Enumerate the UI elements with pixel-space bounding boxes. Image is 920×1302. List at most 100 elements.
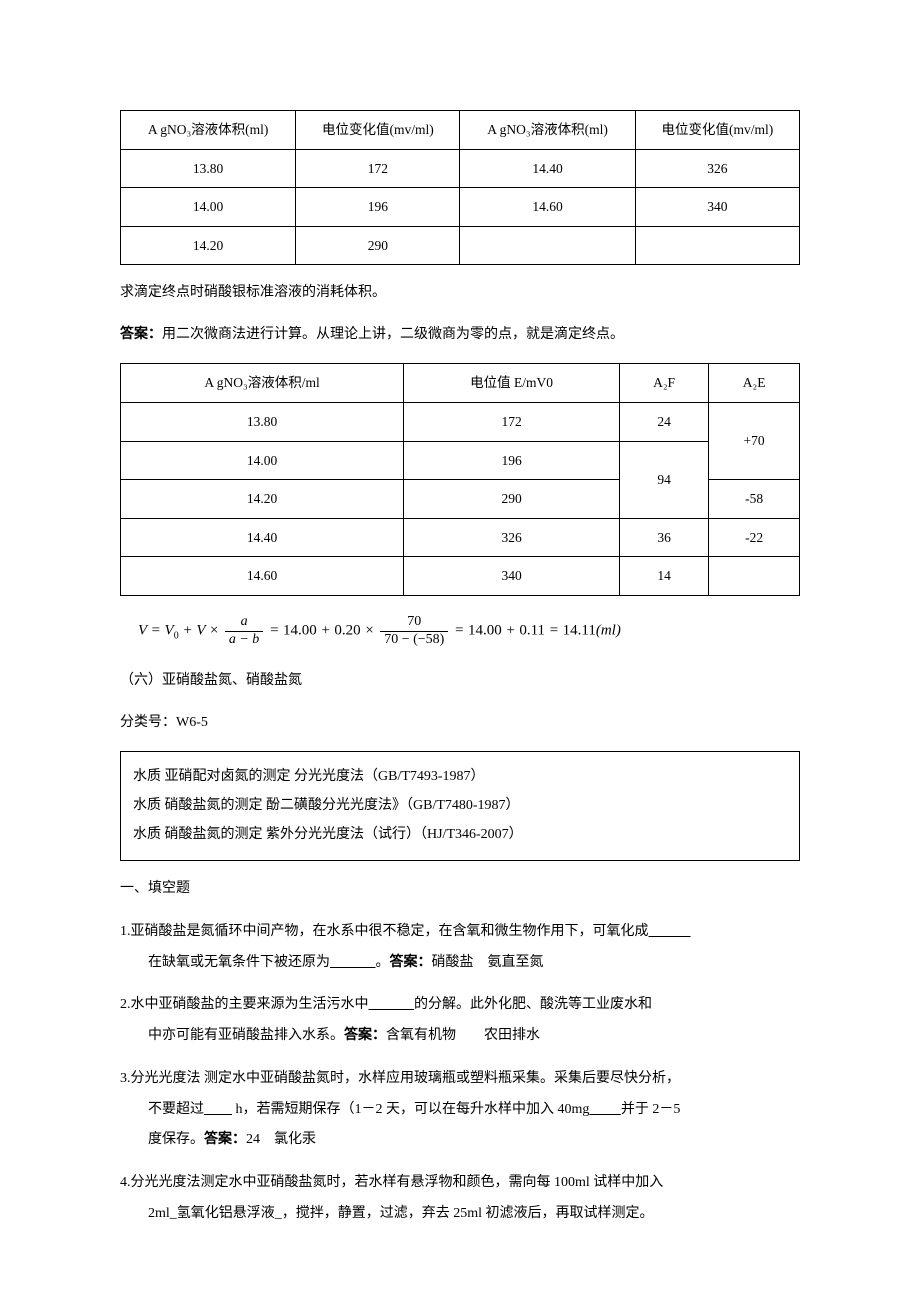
t2-r5c1: 14.60 bbox=[121, 557, 404, 596]
line-2: 答案：用二次微商法进行计算。从理论上讲，二级微商为零的点，就是滴定终点。 bbox=[120, 321, 800, 349]
t2-r1c3: 24 bbox=[619, 402, 708, 441]
t2-r2c2: 196 bbox=[404, 441, 620, 480]
f-val3: 14.00 bbox=[468, 623, 502, 639]
q2-b: 的分解。此外化肥、酸洗等工业废水和 bbox=[414, 997, 652, 1012]
q3: 3.分光光度法 测定水中亚硝酸盐氮时，水样应用玻璃瓶或塑料瓶采集。采集后要尽快分… bbox=[120, 1064, 800, 1156]
f-frac1-den: a − b bbox=[225, 632, 263, 649]
q1-ans-label: 答案： bbox=[390, 955, 432, 970]
box-line-2: 水质 硝酸盐氮的测定 酚二磺酸分光光度法》（GB/T7480-1987） bbox=[133, 791, 787, 820]
t2-r4c3: 36 bbox=[619, 518, 708, 557]
t1-r1c3: 14.40 bbox=[460, 149, 635, 188]
answer-label-1: 答案： bbox=[120, 327, 162, 342]
q4-c: ，搅拌，静置，过滤，弃去 25ml 初滤液后，再取试样测定。 bbox=[282, 1206, 654, 1221]
standards-box: 水质 亚硝配对卤氮的测定 分光光度法（GB/T7493-1987） 水质 硝酸盐… bbox=[120, 751, 800, 861]
f-plus1: + bbox=[182, 623, 192, 639]
f-v: V bbox=[138, 623, 147, 639]
t1-h3: A gNO₃溶液体积(ml) bbox=[460, 111, 635, 150]
t1-r2c4: 340 bbox=[635, 188, 799, 227]
q2-blank bbox=[369, 997, 415, 1012]
t2-r3c1: 14.20 bbox=[121, 480, 404, 519]
q3-blank2 bbox=[589, 1102, 621, 1117]
f-frac2-num: 70 bbox=[380, 614, 448, 632]
box-line-3: 水质 硝酸盐氮的测定 紫外分光光度法（试行）（HJ/T346-2007） bbox=[133, 820, 787, 849]
q2-c: 中亦可能有亚硝酸盐排入水系。 bbox=[148, 1028, 344, 1043]
f-frac2-den: 70 − (−58) bbox=[380, 632, 448, 649]
t1-r2c3: 14.60 bbox=[460, 188, 635, 227]
q1-blank2 bbox=[330, 955, 376, 970]
q3-b: 不要超过 bbox=[148, 1102, 204, 1117]
q3-ans: 24 氯化汞 bbox=[246, 1132, 316, 1147]
table-1: A gNO₃溶液体积(ml) 电位变化值(mv/ml) A gNO₃溶液体积(m… bbox=[120, 110, 800, 265]
q2-a: 2.水中亚硝酸盐的主要来源为生活污水中 bbox=[120, 997, 369, 1012]
t2-h1: A gNO₃溶液体积/ml bbox=[121, 364, 404, 403]
t1-h1: A gNO₃溶液体积(ml) bbox=[121, 111, 296, 150]
q3-e: 度保存。 bbox=[148, 1132, 204, 1147]
t2-m23c3: 94 bbox=[619, 441, 708, 518]
f-v0-sub: 0 bbox=[174, 631, 179, 642]
t2-m12c4: +70 bbox=[709, 402, 800, 479]
f-unit: (ml) bbox=[596, 623, 621, 639]
box-line-1: 水质 亚硝配对卤氮的测定 分光光度法（GB/T7493-1987） bbox=[133, 762, 787, 791]
t2-r5c2: 340 bbox=[404, 557, 620, 596]
q2: 2.水中亚硝酸盐的主要来源为生活污水中 的分解。此外化肥、酸洗等工业废水和 中亦… bbox=[120, 990, 800, 1052]
t2-h4: A₂E bbox=[709, 364, 800, 403]
q3-a: 3.分光光度法 测定水中亚硝酸盐氮时，水样应用玻璃瓶或塑料瓶采集。采集后要尽快分… bbox=[120, 1071, 680, 1086]
f-plus2: + bbox=[320, 623, 330, 639]
f-val4: 0.11 bbox=[519, 623, 545, 639]
t2-r5c4 bbox=[709, 557, 800, 596]
f-val2: 0.20 bbox=[334, 623, 360, 639]
f-eq2: = bbox=[269, 623, 279, 639]
q1-c: 。 bbox=[376, 955, 390, 970]
q1-b: 在缺氧或无氧条件下被还原为 bbox=[148, 955, 330, 970]
q4-b: 2ml bbox=[148, 1206, 170, 1221]
t2-r3c4: -58 bbox=[709, 480, 800, 519]
q2-ans-label: 答案： bbox=[344, 1028, 386, 1043]
q4-a: 4.分光光度法测定水中亚硝酸盐氮时，若水样有悬浮物和颜色，需向每 100ml 试… bbox=[120, 1175, 663, 1190]
t1-r3c3 bbox=[460, 226, 635, 265]
q1: 1.亚硝酸盐是氮循环中间产物，在水系中很不稳定，在含氧和微生物作用下，可氧化成 … bbox=[120, 917, 800, 979]
t2-r3c2: 290 bbox=[404, 480, 620, 519]
f-val1: 14.00 bbox=[283, 623, 317, 639]
f-frac2: 70 70 − (−58) bbox=[380, 614, 448, 649]
section-6: （六）亚硝酸盐氮、硝酸盐氮 bbox=[120, 667, 800, 695]
f-plus3: + bbox=[505, 623, 515, 639]
f-eq3: = bbox=[454, 623, 464, 639]
line-2-text: 用二次微商法进行计算。从理论上讲，二级微商为零的点，就是滴定终点。 bbox=[162, 327, 624, 342]
t2-r5c3: 14 bbox=[619, 557, 708, 596]
t2-h2: 电位值 E/mV0 bbox=[404, 364, 620, 403]
f-frac1: a a − b bbox=[225, 614, 263, 649]
t2-r4c2: 326 bbox=[404, 518, 620, 557]
q4: 4.分光光度法测定水中亚硝酸盐氮时，若水样有悬浮物和颜色，需向每 100ml 试… bbox=[120, 1168, 800, 1230]
t2-r1c2: 172 bbox=[404, 402, 620, 441]
formula: V = V0 + V × a a − b = 14.00 + 0.20 × 70… bbox=[138, 614, 800, 649]
f-frac1-num: a bbox=[225, 614, 263, 632]
t1-r3c2: 290 bbox=[296, 226, 460, 265]
t1-r1c4: 326 bbox=[635, 149, 799, 188]
q3-blank1 bbox=[204, 1102, 232, 1117]
t2-r4c4: -22 bbox=[709, 518, 800, 557]
q3-ans-label: 答案： bbox=[204, 1132, 246, 1147]
q2-ans: 含氧有机物 农田排水 bbox=[386, 1028, 540, 1043]
f-val5: 14.11 bbox=[563, 623, 596, 639]
t2-r4c1: 14.40 bbox=[121, 518, 404, 557]
t1-h4: 电位变化值(mv/ml) bbox=[635, 111, 799, 150]
q4-u: _氢氧化铝悬浮液_ bbox=[170, 1206, 282, 1221]
t1-r2c2: 196 bbox=[296, 188, 460, 227]
t2-r1c1: 13.80 bbox=[121, 402, 404, 441]
q3-d: 并于 2－5 bbox=[621, 1102, 681, 1117]
f-times1: × bbox=[209, 623, 219, 639]
q1-blank1 bbox=[649, 924, 691, 939]
t1-r2c1: 14.00 bbox=[121, 188, 296, 227]
t2-r2c1: 14.00 bbox=[121, 441, 404, 480]
t1-r1c1: 13.80 bbox=[121, 149, 296, 188]
fill-title: 一、填空题 bbox=[120, 875, 800, 903]
f-vmul: V bbox=[196, 623, 205, 639]
class-label: 分类号：W6-5 bbox=[120, 709, 800, 737]
q1-ans: 硝酸盐 氨直至氮 bbox=[432, 955, 544, 970]
t1-r1c2: 172 bbox=[296, 149, 460, 188]
q1-a: 1.亚硝酸盐是氮循环中间产物，在水系中很不稳定，在含氧和微生物作用下，可氧化成 bbox=[120, 924, 649, 939]
t2-h3: A₂F bbox=[619, 364, 708, 403]
t1-r3c4 bbox=[635, 226, 799, 265]
f-v0: V bbox=[165, 623, 174, 639]
q3-c: h，若需短期保存（1－2 天，可以在每升水样中加入 40mg bbox=[232, 1102, 589, 1117]
